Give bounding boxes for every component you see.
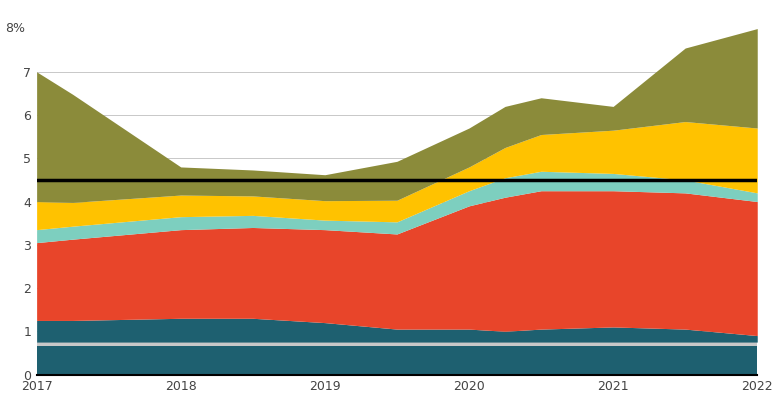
Text: 8%: 8%	[5, 22, 25, 35]
